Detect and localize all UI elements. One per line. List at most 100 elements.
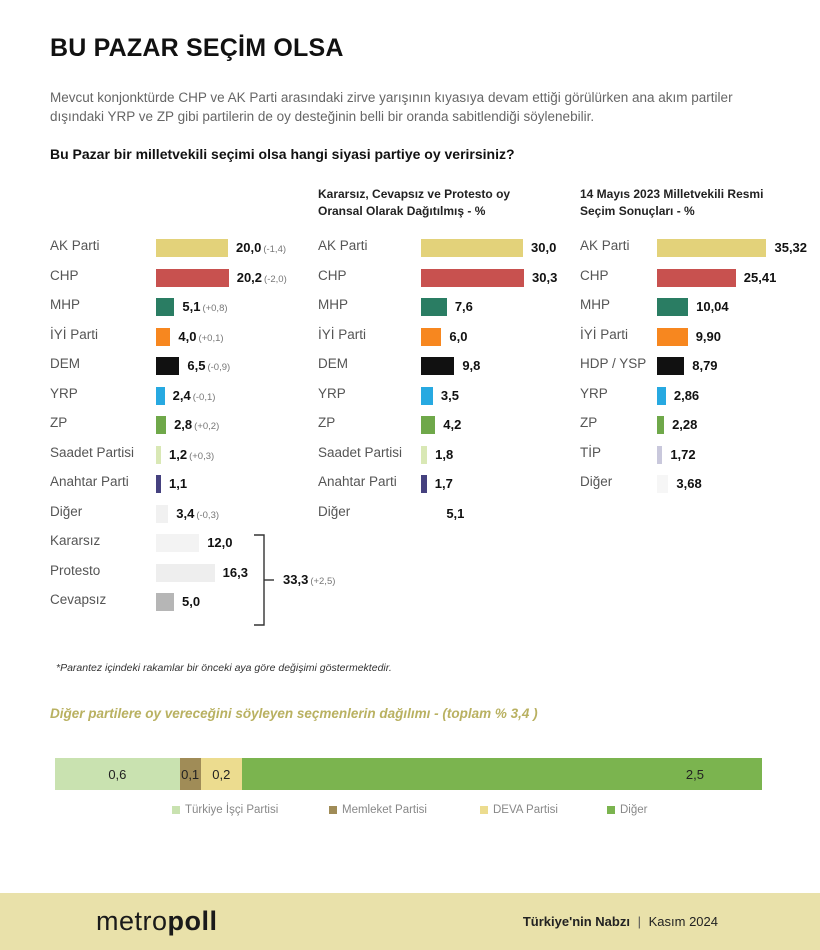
footer-band: metropoll Türkiye'nin Nabzı | Kasım 2024 — [0, 893, 820, 950]
bar-value: 20,0 (-1,4) — [236, 240, 287, 255]
bar-label: İYİ Parti — [50, 326, 99, 342]
bar-value: 5,1 — [446, 505, 465, 521]
bar-label: TİP — [580, 444, 602, 460]
footer-date: Kasım 2024 — [648, 914, 718, 929]
bar-value: 7,6 — [454, 299, 473, 314]
legend-label: DEVA Partisi — [493, 804, 558, 816]
bar — [657, 386, 666, 405]
bar — [156, 239, 228, 257]
bar-value: 1,2 (+0,3) — [169, 446, 215, 462]
bar — [657, 239, 767, 257]
bar — [156, 475, 161, 493]
bar-label: DEM — [318, 356, 348, 371]
group-bracket — [254, 534, 274, 626]
legend-label: Memleket Partisi — [342, 804, 427, 816]
stack-segment: 0,2 — [200, 758, 243, 790]
bar-change: (+0,8) — [202, 303, 228, 314]
bar-label: CHP — [580, 267, 609, 283]
bar-value: 3,4 (-0,3) — [176, 505, 220, 521]
stacked-chart-title: Diğer partilere oy vereceğini söyleyen s… — [50, 706, 538, 721]
bar-value: 5,0 — [182, 594, 201, 609]
bar-value: 8,79 — [692, 358, 718, 373]
bar-label: YRP — [580, 385, 608, 401]
bar — [421, 386, 433, 405]
bar-label: Diğer — [50, 503, 83, 519]
bar-value: 16,3 — [222, 564, 248, 580]
bar-value: 1,8 — [435, 446, 454, 462]
bar-value: 30,3 — [532, 269, 558, 285]
bar — [657, 475, 669, 493]
bar-value: 3,68 — [676, 476, 702, 491]
bar-label: Protesto — [50, 562, 101, 578]
legend-swatch — [329, 806, 337, 814]
bar-label: İYİ Parti — [318, 326, 367, 342]
bar — [421, 416, 436, 434]
bar-value: 30,0 — [531, 240, 557, 255]
bar-value: 20,2 (-2,0) — [236, 269, 287, 285]
survey-question: Bu Pazar bir milletvekili seçimi olsa ha… — [50, 146, 515, 162]
bar — [156, 445, 161, 464]
group-total-change: (+2,5) — [310, 576, 336, 587]
column-header-distributed: Kararsız, Cevapsız ve Protesto oy Oransa… — [318, 187, 511, 218]
intro-text: Mevcut konjonktürde CHP ve AK Parti aras… — [50, 90, 733, 124]
bar — [421, 475, 427, 493]
bar — [657, 357, 685, 375]
bar — [657, 445, 663, 464]
bar — [657, 416, 665, 434]
bar-value: 6,5 (-0,9) — [187, 358, 231, 373]
bar-label: YRP — [50, 385, 78, 401]
bar — [657, 327, 688, 346]
group-total-value: 33,3 (+2,5) — [283, 572, 336, 587]
legend-item: Diğer — [607, 804, 647, 816]
bar-label: YRP — [318, 385, 346, 401]
bar-label: MHP — [318, 297, 348, 312]
bar — [156, 357, 180, 375]
legend-label: Diğer — [620, 804, 648, 816]
bar-value: 1,72 — [670, 446, 696, 462]
bar-change: (+0,3) — [189, 450, 215, 462]
bar — [421, 268, 525, 287]
bar-label: ZP — [50, 415, 68, 430]
legend-item: Türkiye İşçi Partisi — [172, 804, 278, 816]
bar-label: Kararsız — [50, 533, 101, 548]
footer-separator: | — [637, 914, 641, 929]
legend-item: DEVA Partisi — [480, 804, 558, 816]
bar-change: (+0,1) — [198, 332, 224, 344]
bar-value: 4,2 — [443, 417, 462, 432]
bar-label: Diğer — [580, 474, 613, 489]
bar — [156, 298, 175, 316]
bar-change: (-0,1) — [192, 391, 216, 403]
bar-value: 2,86 — [673, 387, 700, 403]
bar-label: ZP — [580, 415, 598, 430]
bar-label: Saadet Partisi — [50, 444, 135, 460]
legend-swatch — [172, 806, 180, 814]
bar-change: (-0,3) — [196, 509, 220, 521]
bar-label: AK Parti — [580, 238, 630, 253]
legend-item: Memleket Partisi — [329, 804, 427, 816]
bar — [421, 504, 439, 523]
bar — [657, 268, 736, 287]
stack-segment: 2,5 — [242, 758, 762, 790]
bar-value: 9,90 — [695, 328, 721, 344]
bar — [156, 563, 215, 582]
bar-label: Cevapsız — [50, 592, 107, 607]
column-header-election-2023: 14 Mayıs 2023 Milletvekili Resmi Seçim S… — [580, 187, 764, 218]
bar — [156, 416, 167, 434]
bar — [421, 445, 428, 464]
bar — [156, 268, 229, 287]
bar-value: 4,0 (+0,1) — [178, 328, 224, 344]
metropoll-logo: metropoll — [96, 906, 218, 936]
bar-change: (-0,9) — [207, 362, 231, 373]
bar — [421, 298, 447, 316]
bar-label: Anahtar Parti — [318, 474, 397, 489]
bar-label: DEM — [50, 356, 80, 371]
bar-change: (-2,0) — [264, 273, 287, 285]
bar-label: AK Parti — [50, 238, 100, 253]
bar-value: 6,0 — [449, 328, 468, 344]
bar-label: MHP — [50, 297, 80, 312]
bar-value: 25,41 — [743, 269, 777, 285]
legend-swatch — [480, 806, 488, 814]
bar-label: Anahtar Parti — [50, 474, 129, 489]
bar-change: (-1,4) — [263, 244, 287, 255]
bar-value: 1,1 — [169, 476, 188, 491]
